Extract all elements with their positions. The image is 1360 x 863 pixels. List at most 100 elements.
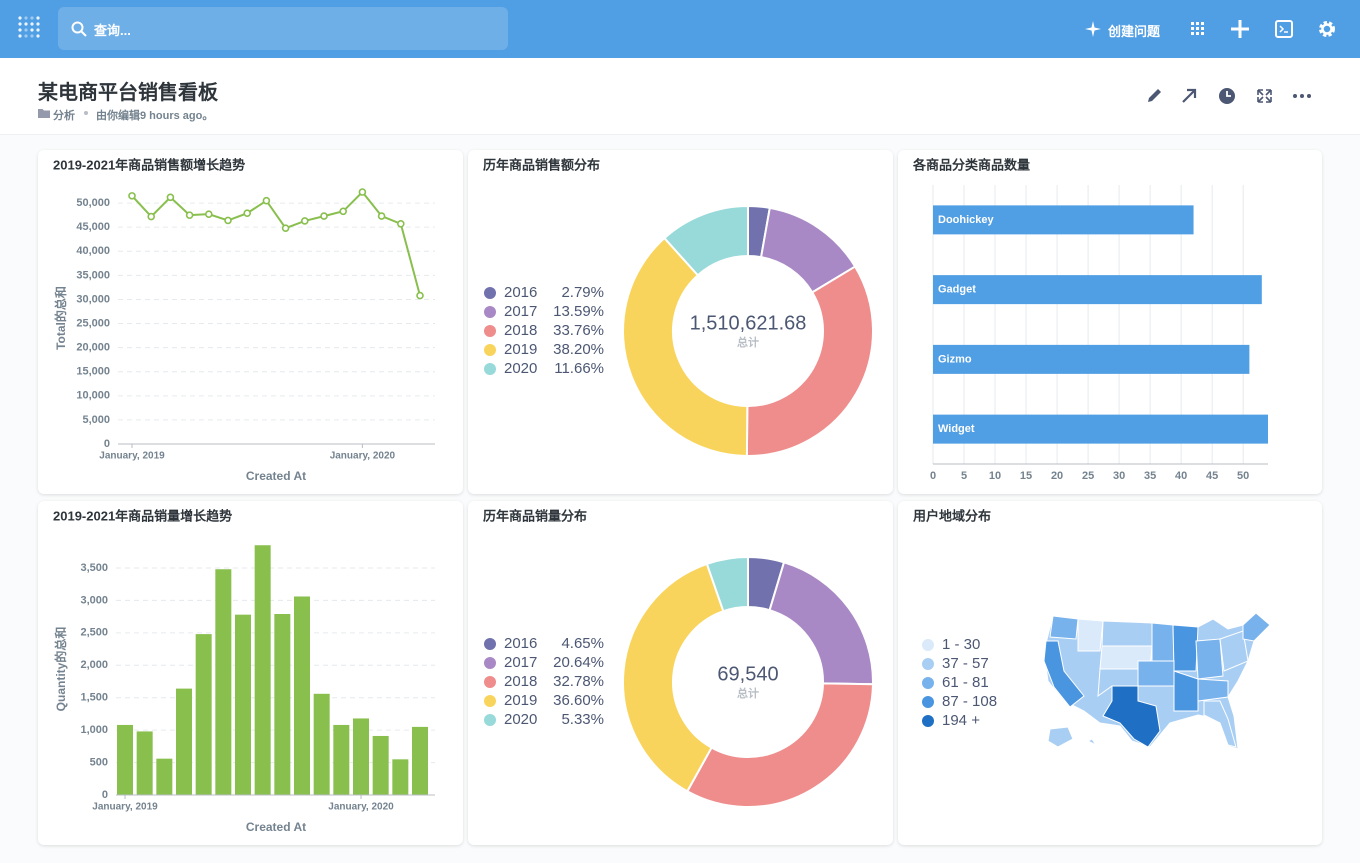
legend-swatch xyxy=(484,306,496,318)
bar xyxy=(412,726,428,795)
x-tick-label: 0 xyxy=(930,470,936,482)
search-box[interactable]: 查询... xyxy=(58,7,508,50)
share-icon[interactable] xyxy=(1182,88,1197,103)
legend-swatch xyxy=(922,715,934,727)
add-icon[interactable] xyxy=(1231,20,1249,38)
card: 各商品分类商品数量 0 5 10 15 20 25 30 35 40 45 50 Doohickey Ga… xyxy=(898,150,1322,494)
point xyxy=(262,196,271,205)
apps-icon[interactable] xyxy=(1191,22,1205,36)
legend-label: 37 - 57 xyxy=(942,655,989,672)
bar-label: Gizmo xyxy=(938,353,972,365)
point xyxy=(300,217,309,225)
legend-label: 2018 xyxy=(504,322,537,339)
y-tick-label: 2,500 xyxy=(80,627,108,639)
more-icon[interactable] xyxy=(1293,94,1311,98)
bar xyxy=(933,414,1268,444)
donut-slice xyxy=(745,265,874,457)
new-question[interactable]: 创建问题 xyxy=(1108,24,1161,39)
history-icon[interactable] xyxy=(1219,88,1235,104)
legend-label: 2017 xyxy=(504,303,537,320)
settings-icon[interactable] xyxy=(1318,20,1336,38)
map-region xyxy=(1219,630,1249,672)
legend-label: 2020 xyxy=(504,711,537,728)
y-tick-label: 5,000 xyxy=(82,414,110,426)
x-axis-label: Created At xyxy=(246,820,306,834)
donut-slice xyxy=(622,236,749,458)
y-axis-label: Total的总和 xyxy=(53,286,68,350)
legend-swatch xyxy=(484,695,496,707)
legend-label: 2019 xyxy=(504,692,537,709)
bar xyxy=(235,614,251,795)
search-placeholder: 查询... xyxy=(94,23,131,38)
legend-label: 2020 xyxy=(504,360,537,377)
donut-total: 1,510,621.68 xyxy=(690,312,807,334)
y-tick-label: 0 xyxy=(104,438,110,450)
donut-total: 69,540 xyxy=(717,663,778,685)
x-tick-label: 45 xyxy=(1206,470,1218,482)
point xyxy=(205,210,213,218)
card-chart: 历年商品销量分布 2016 4.65% 2017 20.64% 2018 32.78% 201… xyxy=(483,508,874,808)
card-chart: 2019-2021年商品销售额增长趋势 0 5,000 10,000 15,000 20,… xyxy=(53,157,435,483)
card-title: 各商品分类商品数量 xyxy=(912,157,1030,172)
card-chart: 历年商品销售额分布 2016 2.79% 2017 13.59% 2018 33.76% 20… xyxy=(483,157,874,458)
map-region xyxy=(1137,660,1175,687)
donut-slice xyxy=(622,562,725,793)
point xyxy=(224,216,232,225)
edited-info: 由你编辑9 hours ago。 xyxy=(96,110,214,122)
legend-label: 2016 xyxy=(504,284,537,301)
folder-icon xyxy=(38,109,50,118)
point xyxy=(339,207,348,216)
legend-value: 2.79% xyxy=(561,284,604,301)
bar xyxy=(215,569,232,795)
x-tick-label: 40 xyxy=(1175,470,1187,482)
collection-link[interactable]: 分析 xyxy=(53,110,75,122)
donut-slice xyxy=(705,555,749,613)
search-icon xyxy=(71,21,87,37)
map-region xyxy=(1173,670,1199,712)
legend-value: 33.76% xyxy=(553,322,604,339)
y-tick-label: 50,000 xyxy=(76,197,110,209)
point xyxy=(396,220,405,228)
legend-swatch xyxy=(484,676,496,688)
dashboard-title: 某电商平台销售看板 xyxy=(38,82,218,104)
y-axis-label: Quantity的总和 xyxy=(53,627,68,712)
card-title: 2019-2021年商品销售额增长趋势 xyxy=(53,157,245,172)
legend-label: 2018 xyxy=(504,673,537,690)
sparkle-icon xyxy=(1085,21,1101,37)
legend-swatch xyxy=(484,657,496,669)
map-region xyxy=(1049,615,1079,640)
donut-total-label: 总计 xyxy=(737,686,759,700)
bar xyxy=(136,731,153,795)
line xyxy=(131,190,421,296)
card: 历年商品销量分布 2016 4.65% 2017 20.64% 2018 32.78% 201… xyxy=(468,501,893,845)
point xyxy=(185,211,194,219)
card-title: 历年商品销售额分布 xyxy=(483,157,600,172)
y-tick-label: 30,000 xyxy=(76,293,110,305)
card-chart: 用户地域分布 1 - 30 37 - 57 61 - 81 87 - 108 194 + xyxy=(912,508,1271,750)
legend-value: 32.78% xyxy=(553,673,604,690)
map-region xyxy=(1101,620,1154,647)
map-region xyxy=(1043,640,1085,708)
y-tick-label: 1,500 xyxy=(80,692,108,704)
sql-icon[interactable] xyxy=(1275,20,1293,38)
card: 2019-2021年商品销量增长趋势 0 500 1,000 1,500 2,000 2,5… xyxy=(38,501,463,845)
legend-swatch xyxy=(484,714,496,726)
card: 用户地域分布 1 - 30 37 - 57 61 - 81 87 - 108 194 + xyxy=(898,501,1322,845)
map-region xyxy=(1172,624,1199,672)
legend-swatch xyxy=(484,363,496,375)
x-tick-label: 20 xyxy=(1051,470,1063,482)
logo[interactable] xyxy=(18,16,42,42)
card: 历年商品销售额分布 2016 2.79% 2017 13.59% 2018 33.76% 20… xyxy=(468,150,893,494)
map-region xyxy=(1197,678,1229,702)
bar xyxy=(176,688,192,795)
edit-icon[interactable] xyxy=(1148,89,1161,102)
point xyxy=(166,193,175,202)
fullscreen-icon[interactable] xyxy=(1257,89,1272,103)
legend-swatch xyxy=(922,639,934,651)
point xyxy=(243,209,251,218)
x-tick-label: January, 2020 xyxy=(328,802,394,813)
y-tick-label: 0 xyxy=(102,789,108,801)
x-tick-label: January, 2020 xyxy=(330,451,396,462)
card-chart: 各商品分类商品数量 0 5 10 15 20 25 30 35 40 45 50 Doohickey Ga… xyxy=(912,157,1268,482)
y-tick-label: 35,000 xyxy=(76,269,110,281)
